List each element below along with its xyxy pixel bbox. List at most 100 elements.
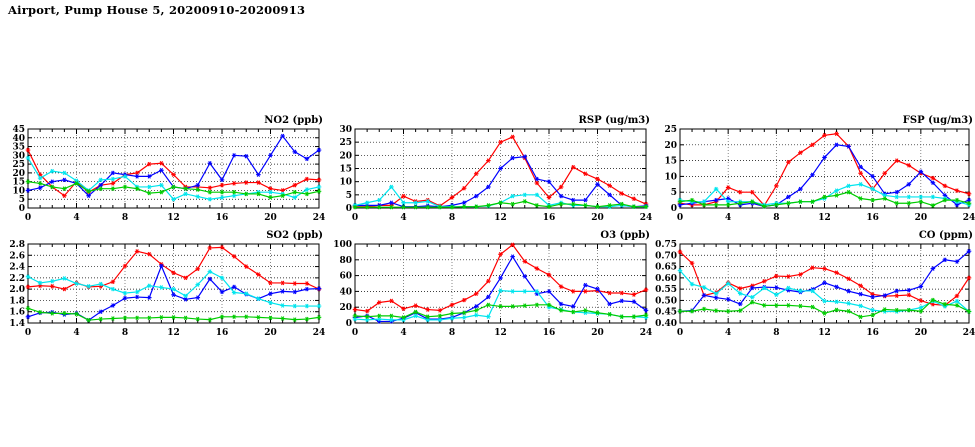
- ytick-label: 40: [339, 287, 352, 297]
- data-point-marker: [810, 265, 815, 270]
- data-point-marker: [774, 202, 779, 208]
- data-point-marker: [510, 134, 515, 140]
- data-point-marker: [870, 186, 875, 192]
- data-point-marker: [62, 276, 67, 281]
- data-point-marker: [498, 166, 503, 171]
- data-point-marker: [352, 307, 358, 312]
- xtick-label: 12: [167, 328, 180, 338]
- data-point-marker: [583, 197, 588, 203]
- data-point-marker: [822, 266, 827, 271]
- data-point-marker: [619, 191, 625, 196]
- data-point-marker: [510, 289, 515, 294]
- data-point-marker: [98, 186, 104, 191]
- data-point-marker: [510, 155, 515, 161]
- ytick-label: 0: [671, 204, 677, 214]
- data-point-marker: [954, 293, 960, 299]
- data-point-marker: [882, 293, 888, 298]
- data-point-marker: [461, 315, 467, 320]
- data-point-marker: [713, 295, 719, 300]
- data-point-marker: [798, 288, 803, 294]
- data-point-marker: [834, 131, 839, 137]
- data-point-marker: [942, 301, 948, 307]
- data-point-marker: [906, 292, 912, 298]
- data-point-marker: [461, 310, 467, 315]
- data-point-marker: [486, 158, 491, 163]
- data-point-marker: [207, 276, 213, 282]
- data-point-marker: [786, 285, 791, 291]
- data-point-marker: [631, 204, 637, 209]
- data-point-marker: [631, 292, 637, 297]
- data-point-marker: [701, 202, 707, 208]
- data-point-marker: [280, 289, 285, 294]
- data-point-marker: [607, 290, 612, 296]
- data-point-marker: [316, 286, 322, 291]
- data-point-marker: [304, 303, 310, 309]
- xtick-label: 0: [677, 328, 683, 338]
- data-point-marker: [846, 308, 851, 314]
- ytick-label: 25: [12, 160, 25, 170]
- data-point-marker: [546, 272, 552, 278]
- data-point-marker: [231, 254, 237, 259]
- ytick-label: 20: [12, 169, 25, 179]
- data-point-marker: [737, 291, 743, 296]
- data-point-marker: [846, 144, 851, 149]
- data-point-marker: [195, 266, 201, 272]
- data-point-marker: [498, 304, 503, 309]
- plot-area-co: 0.400.45 0.500.550.600.65 0.700.75 0 4 8 12 16 2…: [655, 240, 975, 338]
- data-point-marker: [37, 283, 43, 289]
- data-point-marker: [786, 159, 791, 165]
- data-point-marker: [219, 314, 225, 320]
- data-point-marker: [725, 281, 731, 286]
- data-point-marker: [822, 298, 827, 304]
- data-point-marker: [761, 303, 767, 308]
- xtick-label: 8: [122, 328, 128, 338]
- data-point-marker: [159, 160, 164, 166]
- data-point-marker: [522, 192, 528, 198]
- xtick-label: 20: [591, 213, 604, 223]
- data-point-marker: [110, 170, 116, 176]
- data-point-marker: [749, 199, 755, 204]
- data-point-marker: [846, 183, 851, 189]
- data-point-marker: [159, 189, 164, 195]
- ytick-label: 35: [12, 143, 25, 153]
- data-point-marker: [570, 304, 576, 309]
- data-point-marker: [376, 197, 382, 203]
- data-point-marker: [280, 133, 285, 139]
- data-point-marker: [798, 199, 803, 204]
- data-point-marker: [607, 183, 612, 188]
- data-point-marker: [677, 268, 683, 273]
- xtick-label: 12: [494, 328, 507, 338]
- ytick-label: 30: [339, 125, 352, 135]
- data-point-marker: [570, 197, 576, 203]
- data-point-marker: [231, 153, 237, 158]
- plot-area-so2: 1.41.6 1.82.02.22.4 2.62.8 0 4 8 12 16 20 24: [9, 240, 325, 338]
- xtick-label: 4: [725, 213, 731, 223]
- data-point-marker: [183, 191, 188, 197]
- data-point-marker: [207, 317, 213, 322]
- data-point-marker: [774, 285, 779, 290]
- plot-area-rsp: 0 5 10 15 20 25 30 0 4 8 12 16 20 24: [339, 125, 652, 223]
- ytick-label: 15: [664, 157, 677, 167]
- data-point-marker: [930, 180, 936, 185]
- data-point-marker: [810, 304, 815, 310]
- data-point-marker: [401, 200, 406, 206]
- data-point-marker: [268, 315, 273, 321]
- data-point-marker: [522, 259, 528, 264]
- ytick-label: 20: [664, 141, 677, 151]
- data-point-marker: [449, 315, 455, 321]
- data-point-marker: [834, 142, 839, 148]
- chart-panel-fsp: 0 5 10 15 20 25 0 4 8 12 16 20 24 FSP (ug/m3): [652, 115, 975, 230]
- chart-title-no2: NO2 (ppb): [264, 115, 323, 126]
- data-point-marker: [906, 182, 912, 187]
- data-point-marker: [689, 281, 695, 287]
- data-point-marker: [473, 204, 479, 209]
- data-point-marker: [486, 203, 491, 208]
- data-point-marker: [498, 200, 503, 206]
- xtick-label: 0: [352, 328, 358, 338]
- data-point-marker: [134, 249, 140, 254]
- data-point-marker: [231, 193, 237, 198]
- data-point-marker: [110, 186, 116, 191]
- data-point-marker: [749, 189, 755, 195]
- data-point-marker: [280, 303, 285, 308]
- data-point-marker: [894, 293, 900, 298]
